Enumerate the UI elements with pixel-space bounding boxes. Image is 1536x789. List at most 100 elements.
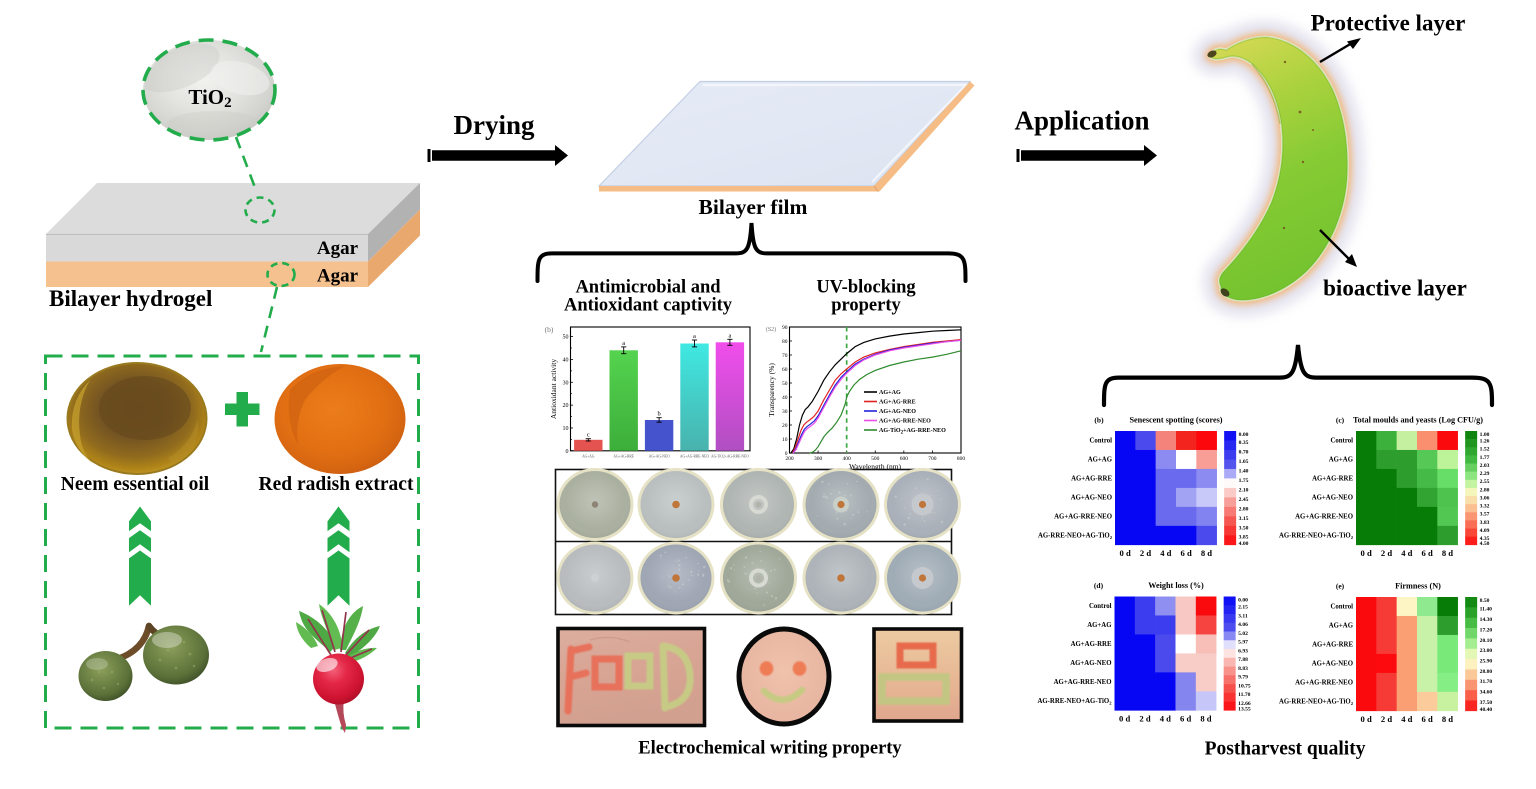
- svg-text:8 d: 8 d: [1200, 713, 1211, 723]
- svg-text:AG+AG: AG+AG: [1329, 457, 1354, 464]
- svg-text:AG+AG: AG+AG: [1088, 457, 1113, 464]
- svg-text:Neem essential oil: Neem essential oil: [61, 474, 210, 495]
- svg-text:AG+AG-RRE-NEO: AG+AG-RRE-NEO: [680, 454, 710, 458]
- svg-text:AG+AG-RRE-NEO: AG+AG-RRE-NEO: [1295, 680, 1353, 687]
- svg-text:0 d: 0 d: [1361, 714, 1372, 724]
- svg-text:600: 600: [900, 456, 909, 462]
- svg-text:AG-RRE-NEO+AG-TiO2: AG-RRE-NEO+AG-TiO2: [1037, 698, 1112, 706]
- svg-text:(b): (b): [545, 325, 554, 334]
- svg-text:4 d: 4 d: [1160, 713, 1171, 723]
- svg-text:400: 400: [843, 456, 852, 462]
- svg-text:40: 40: [563, 357, 569, 363]
- svg-text:8 d: 8 d: [1442, 714, 1453, 724]
- svg-text:60: 60: [782, 367, 788, 373]
- svg-text:50: 50: [563, 335, 569, 341]
- svg-text:3.15: 3.15: [1239, 516, 1249, 522]
- svg-text:Control: Control: [1330, 604, 1353, 611]
- svg-text:13.55: 13.55: [1238, 707, 1251, 713]
- svg-text:Control: Control: [1330, 438, 1353, 445]
- svg-text:8 d: 8 d: [1201, 548, 1212, 558]
- svg-text:2.10: 2.10: [1239, 487, 1249, 493]
- svg-text:AG+AG-RRE: AG+AG-RRE: [1312, 642, 1353, 649]
- svg-text:70: 70: [782, 353, 788, 359]
- svg-text:Senescent spotting (scores): Senescent spotting (scores): [1129, 416, 1222, 425]
- svg-text:90: 90: [782, 325, 788, 331]
- svg-text:80: 80: [782, 339, 788, 345]
- svg-text:500: 500: [871, 456, 880, 462]
- svg-text:AG+AG-RRE: AG+AG-RRE: [879, 400, 916, 406]
- svg-text:2 d: 2 d: [1381, 548, 1392, 558]
- svg-text:Application: Application: [1014, 106, 1149, 136]
- svg-text:Protective layer: Protective layer: [1311, 11, 1466, 36]
- svg-text:Total moulds and yeasts (Log C: Total moulds and yeasts (Log CFU/g): [1353, 416, 1483, 425]
- svg-text:3.32: 3.32: [1480, 504, 1490, 510]
- svg-text:1.26: 1.26: [1480, 439, 1490, 445]
- svg-text:property: property: [831, 296, 901, 316]
- svg-text:40.40: 40.40: [1480, 707, 1493, 713]
- svg-text:200: 200: [785, 456, 794, 462]
- svg-text:40: 40: [782, 395, 788, 401]
- svg-text:30: 30: [563, 380, 569, 386]
- svg-text:AG+AG-NEO: AG+AG-NEO: [1071, 495, 1112, 502]
- svg-text:2 d: 2 d: [1139, 713, 1150, 723]
- svg-text:AG+AG: AG+AG: [1087, 622, 1112, 629]
- svg-text:Wavelength (nm): Wavelength (nm): [849, 462, 902, 471]
- svg-text:4.00: 4.00: [1239, 541, 1249, 547]
- svg-text:50: 50: [782, 381, 788, 387]
- svg-text:AG-RRE-NEO+AG-TiO2: AG-RRE-NEO+AG-TiO2: [1279, 533, 1354, 541]
- svg-text:(S2): (S2): [766, 326, 776, 333]
- svg-text:800: 800: [957, 456, 966, 462]
- svg-text:AG+AG: AG+AG: [879, 390, 901, 396]
- svg-text:4.09: 4.09: [1480, 528, 1490, 534]
- svg-text:AG+AG: AG+AG: [582, 454, 595, 458]
- svg-text:2.15: 2.15: [1238, 605, 1248, 611]
- svg-text:AG+AG-RRE: AG+AG-RRE: [613, 454, 634, 458]
- svg-text:7.88: 7.88: [1238, 657, 1248, 663]
- svg-text:Agar: Agar: [317, 238, 359, 259]
- svg-text:20.10: 20.10: [1480, 638, 1493, 644]
- svg-text:(c): (c): [1336, 416, 1345, 425]
- svg-text:Control: Control: [1089, 438, 1112, 445]
- svg-text:0 d: 0 d: [1361, 548, 1372, 558]
- svg-text:2 d: 2 d: [1381, 714, 1392, 724]
- svg-text:2.45: 2.45: [1239, 497, 1249, 503]
- svg-text:28.80: 28.80: [1480, 669, 1493, 675]
- svg-text:25.90: 25.90: [1480, 658, 1493, 664]
- svg-text:300: 300: [814, 456, 823, 462]
- svg-text:Antioxidant activity: Antioxidant activity: [549, 359, 558, 419]
- svg-text:AG+AG-RRE: AG+AG-RRE: [1071, 476, 1112, 483]
- svg-text:bioactive layer: bioactive layer: [1323, 276, 1467, 301]
- svg-text:AG+AG-NEO: AG+AG-NEO: [649, 454, 670, 458]
- svg-text:2.55: 2.55: [1480, 479, 1490, 485]
- svg-text:0.35: 0.35: [1239, 440, 1249, 446]
- svg-text:AG+AG-RRE-NEO: AG+AG-RRE-NEO: [879, 419, 931, 425]
- svg-text:37.50: 37.50: [1480, 700, 1493, 706]
- svg-text:1.52: 1.52: [1480, 447, 1490, 453]
- svg-text:4 d: 4 d: [1401, 714, 1412, 724]
- svg-text:5.97: 5.97: [1238, 640, 1248, 646]
- svg-text:AG-TiO2+AG-RRE-NEO: AG-TiO2+AG-RRE-NEO: [711, 454, 749, 458]
- svg-text:AG+AG-RRE: AG+AG-RRE: [1071, 641, 1112, 648]
- svg-text:AG-RRE-NEO+AG-TiO2: AG-RRE-NEO+AG-TiO2: [1038, 533, 1113, 541]
- svg-text:2.80: 2.80: [1239, 506, 1249, 512]
- svg-text:20: 20: [782, 423, 788, 429]
- svg-text:Antioxidant captivity: Antioxidant captivity: [564, 296, 733, 316]
- svg-text:AG+AG-RRE-NEO: AG+AG-RRE-NEO: [1295, 514, 1353, 521]
- svg-text:(d): (d): [1094, 581, 1104, 590]
- svg-text:Antimicrobial and: Antimicrobial and: [575, 278, 721, 298]
- svg-text:Agar: Agar: [317, 266, 359, 287]
- svg-text:6 d: 6 d: [1422, 714, 1433, 724]
- svg-text:Bilayer film: Bilayer film: [699, 195, 808, 219]
- svg-text:a: a: [728, 332, 731, 339]
- svg-text:8 d: 8 d: [1442, 548, 1453, 558]
- svg-text:3.50: 3.50: [1239, 525, 1249, 531]
- svg-text:11.40: 11.40: [1480, 607, 1492, 613]
- svg-text:12.66: 12.66: [1238, 701, 1251, 707]
- svg-text:8.83: 8.83: [1238, 666, 1248, 672]
- svg-text:Red radish extract: Red radish extract: [259, 474, 414, 495]
- svg-text:6 d: 6 d: [1422, 548, 1433, 558]
- svg-text:10: 10: [563, 426, 569, 432]
- svg-text:1.05: 1.05: [1239, 459, 1249, 465]
- svg-text:34.60: 34.60: [1480, 690, 1493, 696]
- svg-text:5.02: 5.02: [1238, 631, 1248, 637]
